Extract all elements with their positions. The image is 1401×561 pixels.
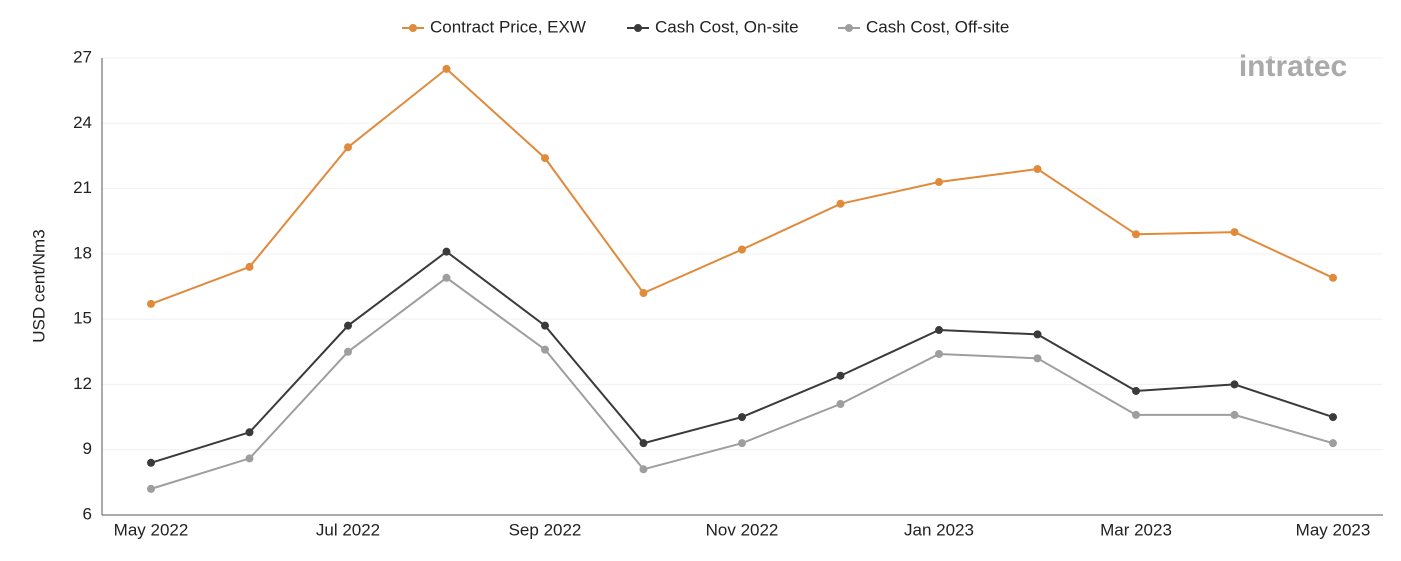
data-point	[1132, 410, 1140, 419]
x-tick-label: Jul 2022	[316, 520, 380, 539]
legend-label: Contract Price, EXW	[430, 17, 586, 36]
y-axis-label: USD cent/Nm3	[29, 229, 48, 342]
data-point	[1033, 164, 1042, 173]
data-point	[541, 345, 549, 354]
x-tick-label: Mar 2023	[1100, 520, 1172, 539]
data-point	[245, 262, 254, 271]
data-point	[1033, 354, 1042, 363]
data-point	[1329, 439, 1337, 448]
x-tick-label: May 2022	[114, 520, 189, 539]
data-point	[1329, 413, 1337, 422]
data-point	[245, 428, 254, 437]
logo: intratec	[1239, 50, 1347, 83]
x-tick-label: Nov 2022	[706, 520, 779, 539]
data-point	[738, 413, 746, 422]
data-point	[245, 454, 254, 463]
series-line	[150, 67, 1334, 305]
data-point	[147, 458, 155, 467]
x-tick-label: Jan 2023	[904, 520, 974, 539]
data-point	[147, 299, 155, 308]
y-tick-label: 12	[73, 374, 92, 393]
data-point	[935, 349, 943, 358]
y-tick-label: 18	[73, 243, 92, 262]
data-point	[738, 439, 746, 448]
series-line	[150, 250, 1334, 464]
data-point	[344, 321, 352, 330]
data-point	[836, 371, 845, 380]
data-point	[442, 273, 451, 282]
data-point	[1329, 273, 1337, 282]
series-line	[150, 276, 1334, 490]
data-point	[442, 64, 451, 73]
y-tick-label: 27	[73, 47, 92, 66]
x-tick-label: Sep 2022	[509, 520, 582, 539]
y-tick-label: 15	[73, 309, 92, 328]
legend-marker	[409, 24, 417, 32]
data-point	[836, 400, 845, 409]
legend-label: Cash Cost, On-site	[655, 17, 799, 36]
data-point	[541, 321, 549, 330]
data-point	[442, 247, 451, 256]
data-point	[1033, 330, 1042, 339]
data-point	[1132, 230, 1140, 239]
data-point	[639, 289, 648, 298]
legend-label: Cash Cost, Off-site	[866, 17, 1009, 36]
data-point	[1230, 410, 1239, 419]
data-point	[1230, 228, 1239, 237]
data-point	[344, 143, 352, 152]
data-point	[738, 245, 746, 254]
y-tick-label: 24	[73, 113, 92, 132]
data-point	[1132, 386, 1140, 395]
y-tick-label: 21	[73, 178, 92, 197]
data-point	[639, 465, 648, 474]
data-point	[935, 326, 943, 335]
data-point	[344, 347, 352, 356]
legend-marker	[845, 24, 853, 32]
data-point	[541, 154, 549, 163]
legend-marker	[634, 24, 642, 32]
y-tick-label: 9	[83, 439, 92, 458]
data-point	[147, 484, 155, 493]
data-point	[639, 439, 648, 448]
data-point	[1230, 380, 1239, 389]
data-point	[935, 178, 943, 187]
x-tick-label: May 2023	[1296, 520, 1371, 539]
y-tick-label: 6	[83, 504, 92, 523]
data-point	[836, 199, 845, 208]
